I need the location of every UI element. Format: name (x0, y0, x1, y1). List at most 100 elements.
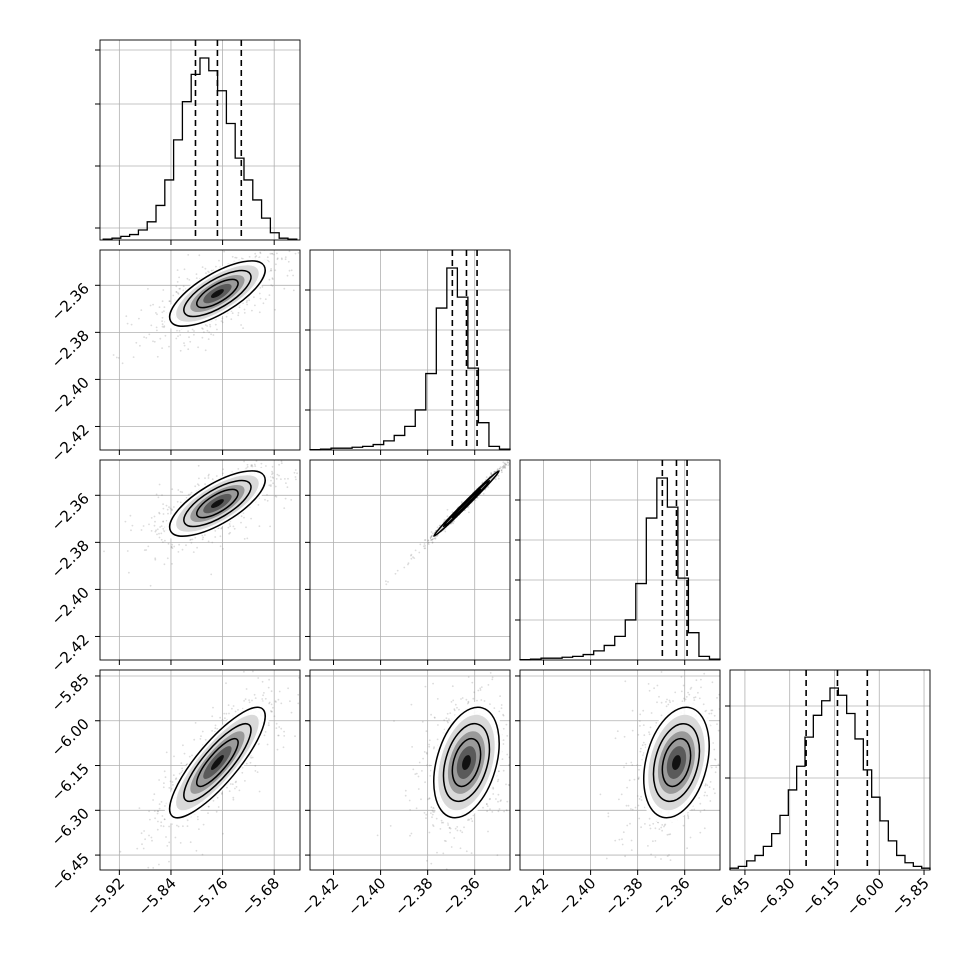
sample-point (158, 511, 161, 514)
sample-point (191, 754, 193, 757)
contour-1 (652, 722, 701, 803)
sample-point (411, 746, 413, 748)
sample-point (485, 803, 488, 805)
sample-point (713, 714, 716, 717)
sample-point (654, 827, 657, 830)
sample-point (124, 520, 127, 523)
sample-point (257, 677, 260, 679)
sample-point (156, 355, 159, 358)
sample-point (216, 796, 219, 799)
sample-point (721, 807, 723, 809)
sample-point (430, 806, 433, 809)
sample-point (684, 698, 687, 701)
sample-point (467, 819, 469, 821)
sample-point (637, 777, 640, 780)
sample-point (251, 464, 254, 467)
sample-point (491, 811, 494, 813)
sample-point (488, 798, 491, 801)
sample-point (503, 810, 505, 813)
sample-point (465, 850, 468, 853)
x-tick-label: −6.00 (843, 874, 888, 919)
sample-point (430, 531, 433, 533)
sample-point (277, 734, 280, 737)
sample-point (318, 231, 320, 233)
sample-point (655, 722, 658, 724)
sample-point (155, 529, 158, 532)
sample-point (264, 697, 267, 700)
y-tick-label: −2.36 (48, 489, 93, 534)
sample-point (271, 470, 273, 473)
sample-point (243, 670, 245, 673)
contour-2 (168, 706, 266, 819)
sample-point (165, 836, 167, 838)
sample-point (158, 512, 161, 515)
sample-point (201, 853, 204, 856)
sample-point (448, 718, 450, 720)
sample-point (115, 356, 118, 359)
sample-point (229, 525, 232, 528)
sample-point (503, 463, 506, 465)
sample-point (431, 816, 433, 819)
sample-point (206, 325, 209, 327)
sample-point (193, 330, 195, 332)
sample-point (686, 847, 688, 850)
sample-point (162, 825, 165, 828)
sample-point (294, 455, 296, 457)
sample-point (404, 794, 407, 797)
sample-point (505, 783, 507, 786)
sample-point (451, 511, 454, 514)
sample-point (727, 771, 729, 773)
sample-point (327, 661, 329, 663)
sample-point (210, 333, 213, 336)
sample-point (198, 477, 200, 480)
y-tick-label: −2.38 (48, 326, 93, 371)
sample-point (276, 258, 279, 261)
sample-point (385, 580, 387, 583)
sample-point (274, 269, 277, 272)
sample-point (430, 812, 432, 814)
sample-point (498, 770, 500, 773)
x-tick-label: −2.36 (648, 874, 693, 919)
sample-point (154, 879, 156, 881)
sample-point (208, 331, 211, 334)
sample-point (179, 501, 182, 504)
sample-point (179, 334, 182, 336)
sample-point (150, 530, 153, 532)
sample-point (221, 719, 224, 721)
sample-point (227, 704, 230, 706)
sample-point (222, 548, 224, 550)
sample-point (454, 827, 457, 830)
sample-point (415, 807, 418, 810)
sample-point (463, 826, 465, 829)
sample-point (135, 341, 138, 344)
sample-point (211, 478, 214, 481)
contour-2 (433, 470, 500, 537)
sample-point (163, 818, 166, 821)
sample-point (689, 688, 692, 690)
sample-point (410, 553, 413, 556)
sample-point (156, 533, 158, 536)
contour-1 (183, 722, 252, 803)
sample-point (187, 330, 190, 332)
sample-point (473, 691, 476, 694)
y-tick-label: −6.00 (48, 715, 93, 760)
sample-point (207, 474, 210, 477)
sample-point (433, 810, 436, 813)
sample-point (497, 810, 500, 813)
sample-point (629, 822, 631, 825)
sample-point (459, 847, 462, 850)
sample-point (666, 698, 668, 701)
sample-point (158, 807, 161, 810)
sample-point (672, 700, 674, 702)
sample-point (509, 458, 511, 460)
sample-point (474, 499, 477, 502)
sample-point (164, 334, 167, 337)
histogram-steps (729, 687, 931, 870)
sample-point (500, 799, 502, 802)
sample-point (607, 815, 610, 818)
sample-point (297, 252, 300, 254)
sample-point (471, 820, 474, 823)
sample-point (436, 738, 439, 741)
sample-point (648, 731, 650, 734)
sample-point (168, 860, 170, 863)
